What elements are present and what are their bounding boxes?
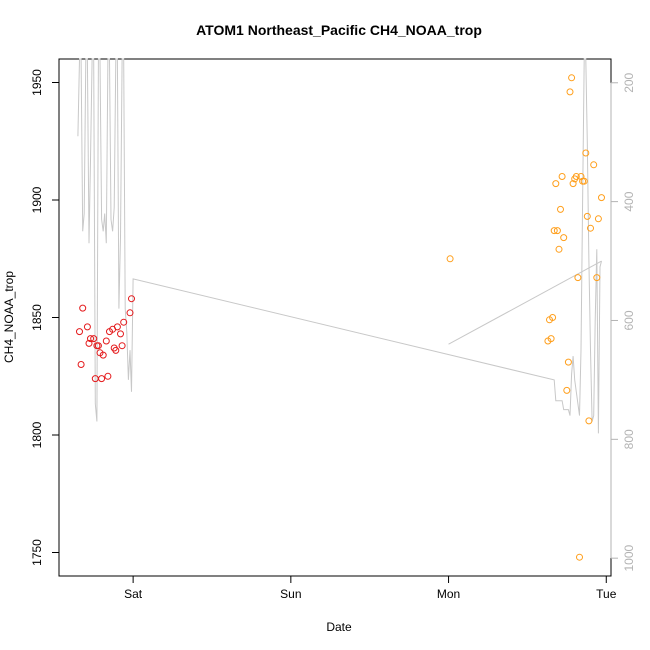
data-point — [564, 358, 572, 366]
secondary-line-layer — [77, 58, 602, 434]
data-point — [552, 180, 560, 188]
data-point — [594, 215, 602, 223]
data-point — [113, 323, 121, 331]
y2-tick-label: 200 — [622, 72, 636, 92]
data-point — [557, 205, 564, 213]
data-point — [99, 351, 107, 359]
data-point — [87, 335, 94, 343]
secondary-y-axis: 200 400 600 800 1000 — [610, 72, 636, 572]
y-tick-label: 1900 — [30, 186, 44, 213]
data-point — [580, 177, 588, 185]
x-tick-label: Sun — [280, 587, 301, 601]
data-point — [79, 304, 87, 312]
data-point — [560, 234, 568, 242]
data-point — [446, 255, 454, 263]
data-point — [598, 194, 605, 202]
data-point — [118, 342, 126, 350]
data-point — [120, 318, 128, 326]
data-point — [117, 330, 124, 338]
y2-tick-label: 1000 — [622, 545, 636, 572]
data-point — [553, 227, 561, 235]
y-tick-label: 1850 — [30, 304, 44, 331]
y-axis: 1750 1800 1850 1900 1950 — [30, 69, 60, 566]
data-point — [94, 342, 102, 350]
x-axis: Sat Sun Mon Tue — [124, 575, 617, 601]
secondary-connector-line — [448, 260, 602, 345]
data-point — [590, 161, 598, 169]
x-tick-label: Sat — [124, 587, 143, 601]
data-point — [566, 88, 574, 96]
data-point — [568, 74, 576, 82]
y-tick-label: 1800 — [30, 421, 44, 448]
y2-tick-label: 400 — [622, 191, 636, 211]
data-point — [585, 417, 593, 425]
data-point — [558, 173, 566, 180]
data-point — [583, 212, 591, 220]
x-axis-label: Date — [326, 620, 352, 634]
data-point — [593, 274, 601, 282]
data-point — [128, 295, 135, 303]
data-point — [112, 346, 120, 354]
data-point — [85, 339, 93, 347]
data-point — [547, 335, 555, 343]
data-point — [90, 335, 98, 343]
data-point — [83, 323, 91, 331]
x-tick-label: Tue — [596, 587, 617, 601]
plot-frame — [58, 58, 612, 577]
y-tick-label: 1750 — [30, 539, 44, 566]
y2-tick-label: 600 — [622, 310, 636, 330]
data-point — [98, 375, 106, 383]
data-point — [587, 224, 594, 232]
data-point — [572, 173, 580, 180]
data-point — [563, 386, 571, 394]
y-tick-label: 1950 — [30, 69, 44, 96]
data-point — [102, 337, 110, 345]
data-point — [126, 309, 134, 317]
data-point — [555, 245, 563, 253]
data-point — [582, 149, 590, 157]
data-point — [550, 227, 558, 235]
chart-title: ATOM1 Northeast_Pacific CH4_NOAA_trop — [196, 22, 482, 38]
y2-tick-label: 800 — [622, 429, 636, 449]
data-point — [104, 372, 112, 380]
x-tick-label: Mon — [437, 587, 460, 601]
data-point — [77, 361, 85, 368]
data-point — [574, 274, 582, 282]
data-point — [76, 328, 83, 336]
y-axis-label: CH4_NOAA_trop — [2, 271, 16, 363]
scatter-points-layer — [76, 74, 605, 561]
data-point — [569, 180, 577, 188]
data-point — [576, 553, 583, 561]
secondary-series-line — [77, 58, 602, 434]
data-point — [577, 173, 585, 180]
data-point — [549, 314, 557, 321]
